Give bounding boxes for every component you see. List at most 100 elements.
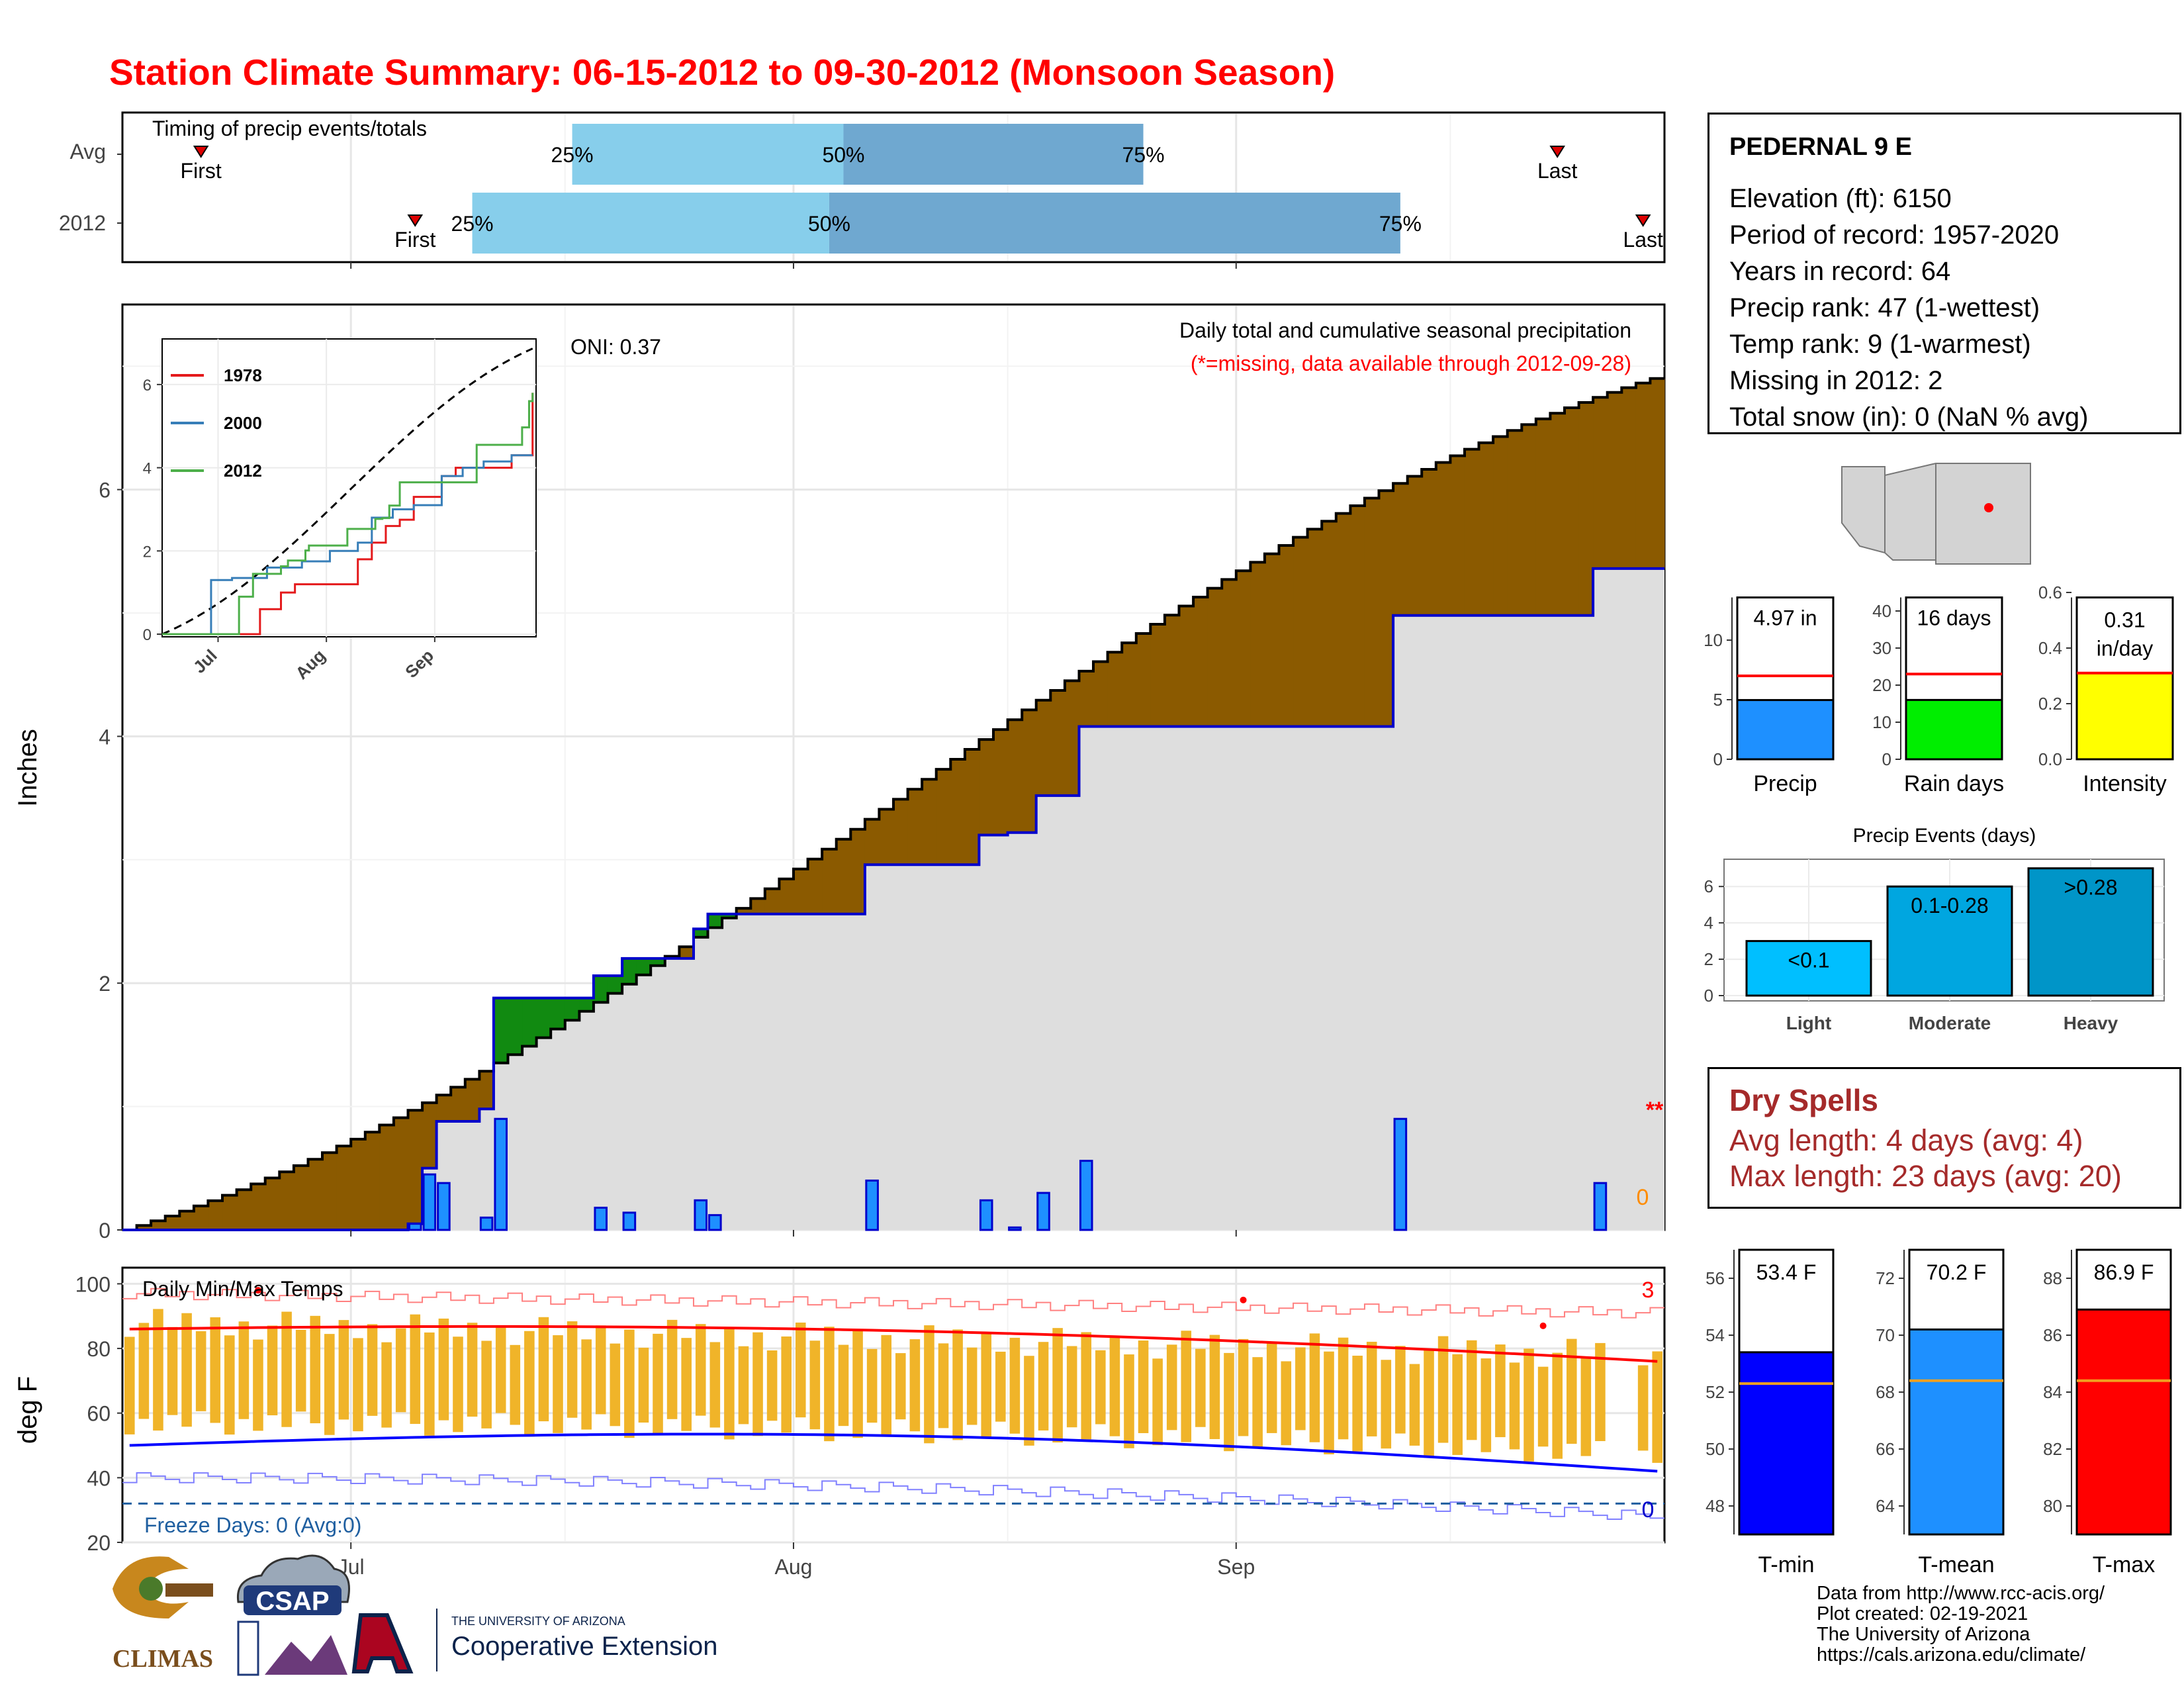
ua-logo: THE UNIVERSITY OF ARIZONA Cooperative Ex… [351, 1609, 717, 1673]
daily-temp-bar [453, 1336, 463, 1432]
freeze-count: 0 [1642, 1497, 1655, 1523]
csap-logo-text: CSAP [255, 1587, 329, 1616]
deficit-fill [179, 1211, 195, 1230]
daily-temp-bar [553, 1335, 563, 1433]
daily-temp-bar [1152, 1358, 1163, 1446]
footer-line-2: Plot created: 02-19-2021 [1817, 1603, 2028, 1624]
inset-ytick-label: 4 [143, 460, 152, 478]
deficit-fill [422, 1102, 437, 1168]
deficit-fill [1464, 449, 1480, 616]
events-bin-label: <0.1 [1788, 949, 1829, 972]
daily-temp-bar [1295, 1347, 1306, 1430]
tsum-value-bar [1908, 1328, 2005, 1536]
timing-marker [407, 214, 424, 227]
deficit-fill [1279, 545, 1294, 727]
daily-precip-bar [422, 1173, 437, 1231]
summary-tick-label: 5 [1713, 690, 1723, 710]
daily-temp-bar [324, 1334, 335, 1435]
deficit-fill [336, 1146, 351, 1230]
timing-marker-label: Last [1623, 228, 1663, 252]
surplus-fill [579, 998, 594, 1011]
deficit-fill [451, 1087, 466, 1121]
deficit-fill [1064, 680, 1079, 796]
tsum-tick-label: 84 [2043, 1382, 2062, 1402]
events-tick-label: 2 [1704, 949, 1713, 969]
summary-value-label: 16 days [1917, 606, 1991, 630]
deficit-fill [165, 1216, 180, 1230]
daily-precip-bar [1008, 1226, 1022, 1231]
deficit-fill [1607, 392, 1622, 569]
tsum-tick-label: 48 [1706, 1496, 1725, 1516]
daily-precip-bar [437, 1182, 451, 1231]
deficit-fill [1022, 710, 1037, 833]
deficit-fill [864, 819, 880, 865]
daily-temp-bar [1537, 1366, 1549, 1447]
footer-line-4: https://cals.arizona.edu/climate/ [1817, 1644, 2086, 1665]
deficit-fill [1079, 671, 1094, 727]
x-tick-label: Sep [1217, 1555, 1255, 1579]
deficit-fill [1393, 483, 1408, 616]
daily-temp-bar [210, 1317, 221, 1423]
surplus-fill [693, 929, 709, 937]
daily-temp-bar [1566, 1338, 1577, 1444]
deficit-fill [193, 1205, 208, 1230]
timing-bar-50-75 [843, 124, 1144, 185]
station-precip-rank: Precip rank: 47 (1-wettest) [1729, 293, 2040, 322]
deficit-fill [208, 1200, 223, 1230]
deficit-fill [1093, 661, 1109, 727]
timing-marker-label: First [394, 228, 435, 252]
tsum-tick-label: 72 [1876, 1268, 1895, 1288]
deficit-fill [136, 1225, 152, 1230]
events-bar-label: Heavy [2064, 1013, 2118, 1033]
events-bar-label: Light [1786, 1013, 1831, 1033]
tsum-label: T-mean [1918, 1552, 1994, 1577]
temp-ytick-label: 60 [87, 1402, 111, 1426]
deficit-fill [1578, 402, 1594, 616]
deficit-fill [1222, 579, 1237, 727]
deficit-fill [1535, 418, 1551, 616]
inset-legend-label: 1978 [224, 365, 262, 385]
tsum-tick-label: 86 [2043, 1325, 2062, 1345]
daily-temp-bar [852, 1331, 863, 1438]
deficit-fill [151, 1221, 166, 1230]
tsum-value-bar [1738, 1351, 1835, 1536]
deficit-fill [1136, 633, 1151, 727]
daily-precip-bar [694, 1199, 708, 1231]
daily-temp-bar [1637, 1365, 1649, 1451]
events-bar [2027, 867, 2154, 997]
daily-temp-bar [1138, 1340, 1149, 1433]
daily-temp-bar [1281, 1361, 1292, 1446]
tsum-value-label: 70.2 F [1927, 1260, 1987, 1284]
hot-count: 3 [1642, 1278, 1655, 1303]
timing-pct-label: 75% [1122, 143, 1165, 167]
surplus-fill [565, 998, 580, 1021]
daily-temp-bar [410, 1314, 421, 1425]
daily-temp-bar [1009, 1337, 1021, 1434]
timing-pct-label: 50% [808, 212, 850, 236]
daily-temp-bar [338, 1320, 349, 1420]
surplus-fill [551, 998, 566, 1029]
deficit-fill [1179, 606, 1194, 727]
events-tick-label: 6 [1704, 876, 1713, 896]
daily-temp-bar [581, 1339, 592, 1430]
station-missing: Missing in 2012: 2 [1729, 366, 1943, 395]
temp-ytick-label: 40 [87, 1466, 111, 1490]
precip-legend-title: Daily total and cumulative seasonal prec… [1179, 318, 1631, 342]
deficit-fill [1350, 505, 1365, 727]
daily-temp-bar [838, 1344, 849, 1427]
daily-temp-bar [624, 1329, 635, 1438]
tsum-tick-label: 64 [1876, 1496, 1895, 1516]
deficit-fill [1264, 553, 1279, 727]
daily-temp-bar [310, 1315, 321, 1424]
deficit-fill [379, 1125, 394, 1230]
daily-temp-bar [1095, 1350, 1106, 1425]
daily-temp-bar [295, 1329, 306, 1412]
missing-marker: ** [1646, 1098, 1664, 1123]
timing-label: Timing of precip events/totals [152, 117, 427, 140]
deficit-fill [436, 1095, 451, 1121]
daily-precip-bar [708, 1214, 722, 1231]
deficit-fill [1250, 562, 1265, 727]
timing-marker-label: Last [1537, 159, 1578, 183]
precip-ytick-label: 0 [99, 1219, 111, 1243]
daily-temp-bar [666, 1319, 678, 1419]
